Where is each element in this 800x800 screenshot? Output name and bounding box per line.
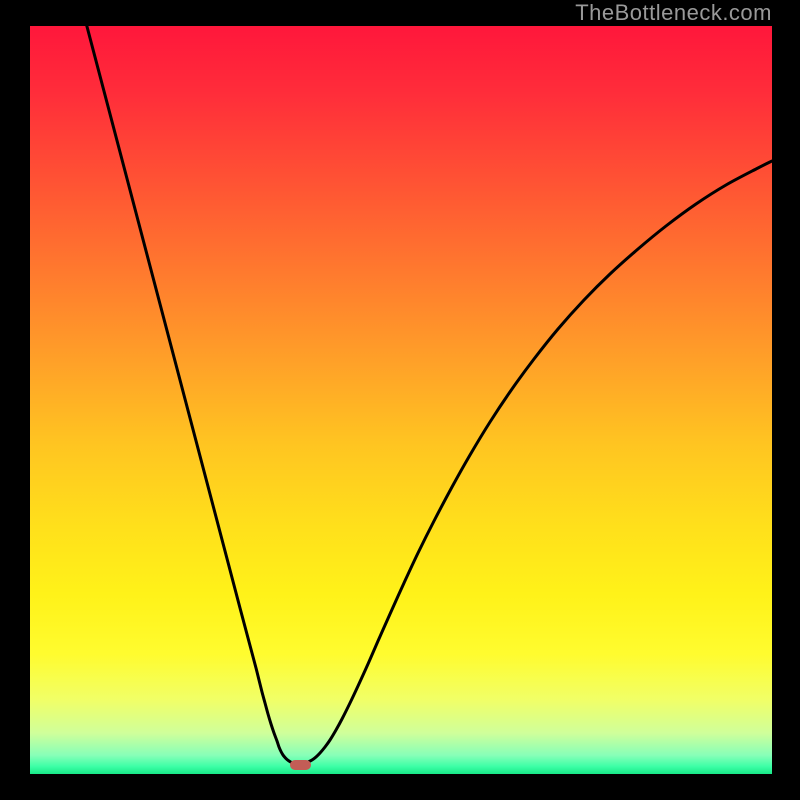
plot-area bbox=[30, 26, 772, 774]
gradient-background bbox=[30, 26, 772, 774]
watermark-text: TheBottleneck.com bbox=[575, 0, 772, 26]
chart-container: TheBottleneck.com bbox=[0, 0, 800, 800]
